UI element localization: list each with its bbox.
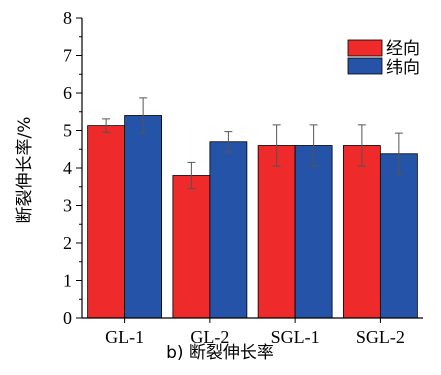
y-tick-label: 0 <box>63 308 72 328</box>
bar-gl-1-series-1 <box>124 115 163 319</box>
bar-sgl-1-series-0 <box>257 145 296 319</box>
x-tick-label: GL-2 <box>190 327 229 347</box>
y-tick-label: 8 <box>63 8 72 28</box>
y-tick-label: 5 <box>63 121 72 141</box>
error-bar-sgl-2-series-1 <box>394 132 403 175</box>
x-tick-label: GL-1 <box>105 327 144 347</box>
legend-label-weft: 纬向 <box>386 58 420 78</box>
y-tick-label: 1 <box>63 271 72 291</box>
axes-layer <box>76 17 423 323</box>
error-bar-gl-1-series-1 <box>139 97 148 134</box>
y-tick-label: 4 <box>63 158 72 178</box>
y-tick-label: 3 <box>63 196 72 216</box>
bar-sgl-2-series-1 <box>379 153 418 319</box>
legend-swatch-warp <box>347 39 383 57</box>
y-tick-label: 7 <box>63 46 72 66</box>
bar-gl-1-series-0 <box>87 125 126 319</box>
bar-gl-2-series-0 <box>172 175 211 319</box>
error-bar-gl-2-series-1 <box>224 131 233 153</box>
legend-swatch-weft <box>347 57 383 75</box>
y-tick-label: 2 <box>63 233 72 253</box>
y-tick-label: 6 <box>63 83 72 103</box>
bar-gl-2-series-1 <box>209 141 248 319</box>
y-axis-label: 断裂伸长率/% <box>15 117 35 224</box>
legend-label-warp: 经向 <box>386 39 420 59</box>
chart-caption: b) 断裂伸长率 <box>166 343 274 363</box>
x-tick-label: SGL-2 <box>356 327 405 347</box>
error-bar-sgl-2-series-0 <box>357 124 366 167</box>
error-bar-sgl-1-series-0 <box>272 124 281 167</box>
error-bars-layer <box>102 97 403 190</box>
bar-sgl-1-series-1 <box>294 145 333 319</box>
error-bar-gl-2-series-0 <box>187 161 196 190</box>
error-bar-gl-1-series-0 <box>102 118 111 133</box>
x-tick-label: SGL-1 <box>271 327 320 347</box>
bars-layer <box>87 115 418 319</box>
legend: 经向 纬向 <box>347 39 420 78</box>
bar-sgl-2-series-0 <box>342 145 381 319</box>
tick-labels-layer: GL-1 GL-2 SGL-1 SGL-2 0 1 2 3 4 5 6 7 8 <box>63 8 405 347</box>
error-bar-sgl-1-series-1 <box>309 124 318 167</box>
